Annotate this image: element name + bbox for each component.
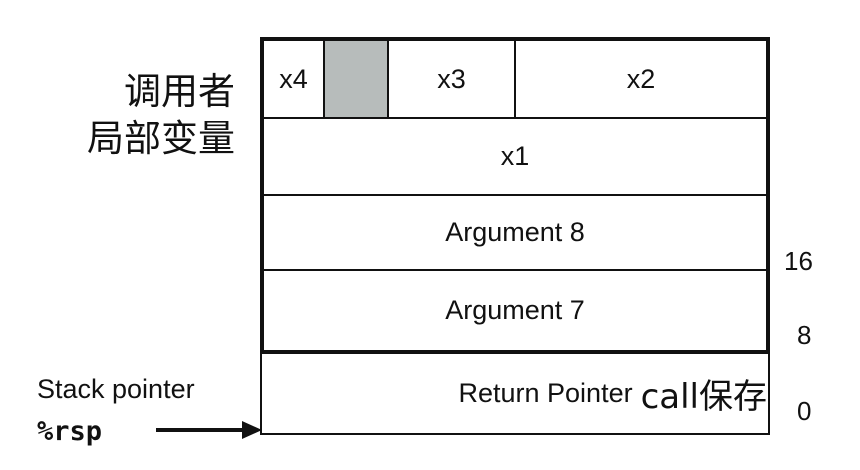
divider-row-2 (264, 194, 766, 196)
shaded-padding-cell (325, 41, 387, 118)
cell-argument-7: Argument 7 (445, 295, 585, 325)
offset-16: 16 (784, 246, 813, 276)
divider-row-1 (264, 117, 766, 119)
divider-pad (387, 41, 389, 118)
offset-0: 0 (797, 396, 812, 426)
return-pointer-cell (260, 352, 770, 435)
return-pointer-suffix: call保存 (640, 377, 767, 417)
stack-pointer-arrow-icon (156, 421, 262, 439)
divider-x3 (514, 41, 516, 118)
divider-x4 (323, 41, 325, 118)
cell-x1: x1 (500, 141, 530, 171)
offset-8: 8 (797, 320, 812, 350)
stack-pointer-label: Stack pointer (37, 374, 195, 404)
return-pointer-text: Return Pointer call保存 (262, 354, 767, 433)
caller-locals-line-1: 调用者 (124, 70, 235, 113)
stack-frame (260, 37, 770, 354)
caller-locals-line-2: 局部变量 (87, 117, 235, 160)
cell-x3: x3 (437, 64, 466, 94)
return-pointer-label: Return Pointer (458, 378, 633, 408)
divider-row-3 (264, 269, 766, 271)
cell-argument-8: Argument 8 (445, 217, 585, 247)
caller-locals-label: 调用者 局部变量 (60, 68, 235, 162)
cell-x4: x4 (279, 64, 308, 94)
cell-x2: x2 (626, 64, 656, 94)
stack-pointer-register: %rsp (37, 416, 103, 447)
